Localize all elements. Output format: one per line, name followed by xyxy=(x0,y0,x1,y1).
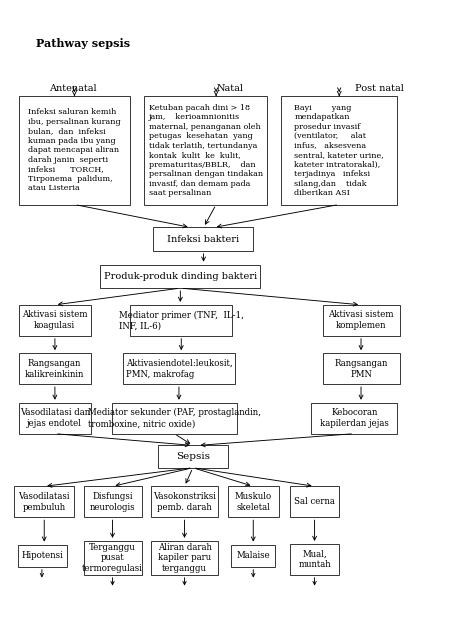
Text: Vasodilatasi
pembuluh: Vasodilatasi pembuluh xyxy=(18,492,70,512)
Text: Malaise: Malaise xyxy=(236,551,270,560)
Text: Terganggu
pusat
termoregulasi: Terganggu pusat termoregulasi xyxy=(82,543,143,573)
FancyBboxPatch shape xyxy=(291,544,339,575)
FancyBboxPatch shape xyxy=(281,96,397,205)
FancyBboxPatch shape xyxy=(18,353,91,384)
Text: Muskulo
skeletal: Muskulo skeletal xyxy=(235,492,272,512)
FancyBboxPatch shape xyxy=(18,403,91,434)
FancyBboxPatch shape xyxy=(311,403,397,434)
Text: Mediator primer (TNF,  IL-1,
INF, IL-6): Mediator primer (TNF, IL-1, INF, IL-6) xyxy=(119,310,244,331)
FancyBboxPatch shape xyxy=(231,545,275,567)
FancyBboxPatch shape xyxy=(323,353,400,384)
Text: Kebocoran
kapilerdan jejas: Kebocoran kapilerdan jejas xyxy=(320,408,389,428)
FancyBboxPatch shape xyxy=(158,446,228,468)
FancyBboxPatch shape xyxy=(18,96,130,205)
Text: Aktivasiendotel:leukosit,
PMN, makrofag: Aktivasiendotel:leukosit, PMN, makrofag xyxy=(126,359,232,379)
FancyBboxPatch shape xyxy=(151,541,219,575)
Text: Mual,
muntah: Mual, muntah xyxy=(299,550,331,569)
FancyBboxPatch shape xyxy=(123,353,235,384)
Text: Rangsangan
PMN: Rangsangan PMN xyxy=(335,359,388,379)
Text: Aktivasi sistem
koagulasi: Aktivasi sistem koagulasi xyxy=(22,310,87,330)
Text: Sepsis: Sepsis xyxy=(176,452,210,461)
FancyBboxPatch shape xyxy=(111,403,237,434)
FancyBboxPatch shape xyxy=(100,265,260,288)
Text: Aktivasi sistem
komplemen: Aktivasi sistem komplemen xyxy=(328,310,394,330)
Text: Natal: Natal xyxy=(216,83,243,92)
FancyBboxPatch shape xyxy=(18,305,91,336)
Text: Post natal: Post natal xyxy=(356,83,404,92)
FancyBboxPatch shape xyxy=(84,487,142,517)
Text: Infeksi bakteri: Infeksi bakteri xyxy=(167,234,239,244)
Text: Ketuban pacah dini > 18
jam,    kerioamnionitis
maternal, penanganan oleh
petuga: Ketuban pacah dini > 18 jam, kerioamnion… xyxy=(148,104,263,197)
Text: Vasodilatasi dan
jejas endotel: Vasodilatasi dan jejas endotel xyxy=(19,408,90,428)
FancyBboxPatch shape xyxy=(130,305,232,336)
Text: Hipotensi: Hipotensi xyxy=(21,551,63,560)
FancyBboxPatch shape xyxy=(151,487,219,517)
Text: Antenatal: Antenatal xyxy=(49,83,97,92)
FancyBboxPatch shape xyxy=(291,487,339,517)
FancyBboxPatch shape xyxy=(144,96,267,205)
Text: Infeksi saluran kemih
ibu, persalinan kurang
bulan,  dan  infeksi
kuman pada ibu: Infeksi saluran kemih ibu, persalinan ku… xyxy=(28,108,121,192)
Text: Disfungsi
neurologis: Disfungsi neurologis xyxy=(90,492,136,512)
Text: Rangsangan
kalikreinkinin: Rangsangan kalikreinkinin xyxy=(25,359,84,379)
FancyBboxPatch shape xyxy=(228,487,279,517)
FancyBboxPatch shape xyxy=(323,305,400,336)
Text: Vasokonstriksi
pemb. darah: Vasokonstriksi pemb. darah xyxy=(153,492,216,512)
Text: Mediator sekunder (PAF, prostaglandin,
tromboxine, nitric oxide): Mediator sekunder (PAF, prostaglandin, t… xyxy=(88,408,261,428)
Text: Aliran darah
kapiler paru
terganggu: Aliran darah kapiler paru terganggu xyxy=(158,543,212,573)
Text: Produk-produk dinding bakteri: Produk-produk dinding bakteri xyxy=(103,272,256,281)
FancyBboxPatch shape xyxy=(18,545,66,567)
Text: Bayi        yang
mendapatkan
prosedur invasif
(ventilator,     alat
infus,   aks: Bayi yang mendapatkan prosedur invasif (… xyxy=(294,104,384,197)
FancyBboxPatch shape xyxy=(14,487,74,517)
FancyBboxPatch shape xyxy=(84,541,142,575)
FancyBboxPatch shape xyxy=(154,228,253,251)
Text: Sal cerna: Sal cerna xyxy=(294,497,335,506)
Text: Pathway sepsis: Pathway sepsis xyxy=(36,38,130,49)
